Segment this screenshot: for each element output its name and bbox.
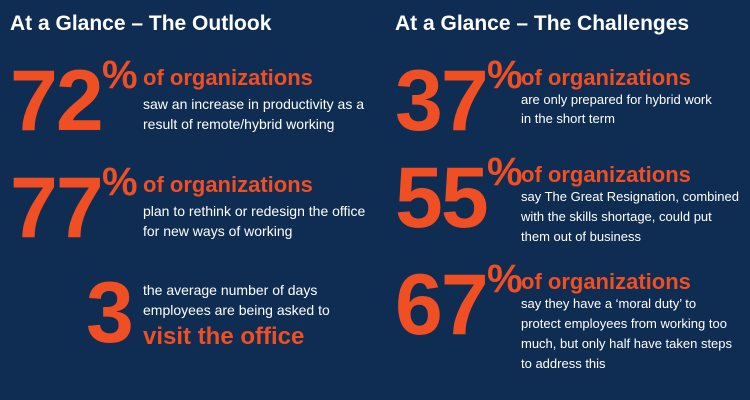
stat-percent-sign: % xyxy=(487,150,523,194)
stat-description-line: saw an increase in productivity as a xyxy=(143,96,364,112)
stat-label: of organizations xyxy=(521,162,691,187)
stat-description: plan to rethink or redesign the office f… xyxy=(143,201,365,241)
stat-number: 55 xyxy=(395,150,489,246)
stat-description-line: the average number of days xyxy=(143,282,318,298)
outlook-heading: At a Glance – The Outlook xyxy=(10,12,272,35)
stat-hybrid-readiness: 37 % of organizations are only prepared … xyxy=(395,53,745,149)
stat-label: of organizations xyxy=(521,269,691,294)
stat-description-line: to address this xyxy=(521,356,606,371)
stat-number: 3 xyxy=(86,265,134,361)
stat-description-line: employees are being asked to xyxy=(143,302,330,318)
stat-percent-sign: % xyxy=(102,53,138,97)
stat-label: of organizations xyxy=(143,65,313,90)
stat-number: 67 xyxy=(395,257,489,353)
stat-description-line: say The Great Resignation, combined xyxy=(521,189,739,204)
stat-percent-sign: % xyxy=(102,160,138,204)
stat-great-resignation: 55 % of organizations say The Great Resi… xyxy=(395,150,745,255)
stat-description-line: are only prepared for hybrid work xyxy=(521,92,712,107)
stat-productivity: 72 % of organizations saw an increase in… xyxy=(10,53,370,149)
stat-office-days: 3 the average number of days employees a… xyxy=(10,270,370,360)
stat-description: say The Great Resignation, combined with… xyxy=(521,187,739,247)
stat-description: are only prepared for hybrid work in the… xyxy=(521,90,712,128)
stat-description-line: much, but only half have taken steps xyxy=(521,336,733,351)
stat-number: 77 xyxy=(10,160,104,256)
stat-description-line: for new ways of working xyxy=(143,223,293,239)
stat-number: 37 xyxy=(395,53,489,149)
stat-description-line: with the skills shortage, could put xyxy=(521,209,712,224)
challenges-column: At a Glance – The Challenges 37 % of org… xyxy=(375,0,750,400)
stat-description: the average number of days employees are… xyxy=(143,280,330,320)
stat-number: 72 xyxy=(10,53,104,149)
stat-description-line: in the short term xyxy=(521,111,615,126)
stat-description-line: plan to rethink or redesign the office xyxy=(143,203,366,219)
stat-label: of organizations xyxy=(143,172,313,197)
stat-description-line: them out of business xyxy=(521,229,641,244)
stat-description-line: protect employees from working too xyxy=(521,316,727,331)
stat-description: say they have a ‘moral duty’ to protect … xyxy=(521,294,732,374)
outlook-column: At a Glance – The Outlook 72 % of organi… xyxy=(10,12,370,360)
stat-office-redesign: 77 % of organizations plan to rethink or… xyxy=(10,160,370,256)
stat-description-line: say they have a ‘moral duty’ to xyxy=(521,296,697,311)
stat-description: saw an increase in productivity as a res… xyxy=(143,94,364,134)
stat-moral-duty: 67 % of organizations say they have a ‘m… xyxy=(395,257,745,392)
stat-highlight: visit the office xyxy=(143,323,305,350)
stat-description-line: result of remote/hybrid working xyxy=(143,116,335,132)
challenges-heading: At a Glance – The Challenges xyxy=(395,12,690,35)
stat-label: of organizations xyxy=(521,65,691,90)
stat-percent-sign: % xyxy=(487,257,523,301)
stat-percent-sign: % xyxy=(487,53,523,97)
